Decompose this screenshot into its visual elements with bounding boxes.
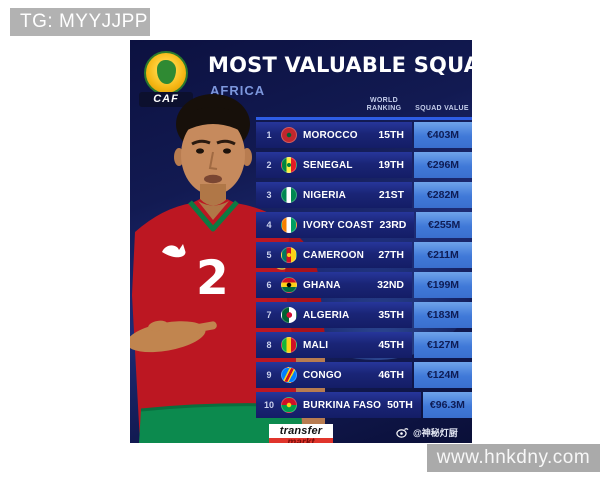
tg-watermark: TG: MYYJJPP — [10, 8, 150, 36]
rank-label: 4 — [266, 220, 272, 230]
squad-value-cell: €282M — [414, 182, 472, 208]
country-label: CONGO — [303, 369, 342, 381]
transfermarkt-logo-text: transfer — [269, 424, 333, 438]
flag-mali-icon — [281, 337, 297, 353]
site-watermark: www.hnkdny.com — [427, 444, 600, 472]
transfermarkt-logo: transfer markt — [269, 424, 333, 443]
world-ranking-value: 45TH — [378, 339, 404, 351]
col-squad-value: SQUAD VALUE — [415, 105, 469, 113]
world-ranking-value: 19TH — [378, 159, 404, 171]
table-row: 1 MOROCCO 15TH €403M — [256, 122, 472, 148]
table-row: 4 IVORY COAST 23RD €255M — [256, 212, 472, 238]
world-ranking-value: 15TH — [378, 129, 404, 141]
jersey-number: 2 — [196, 251, 229, 306]
squad-value-cell: €199M — [414, 272, 472, 298]
squad-value-cell: €183M — [414, 302, 472, 328]
world-ranking-value: 21ST — [378, 189, 404, 201]
country-label: ALGERIA — [303, 309, 350, 321]
rank-label: 5 — [266, 250, 272, 260]
table-row: 3 NIGERIA 21ST €282M — [256, 182, 472, 208]
table-row: 8 MALI 45TH €127M — [256, 332, 472, 358]
flag-congo-icon — [281, 367, 297, 383]
world-ranking-value: 46TH — [378, 369, 404, 381]
weibo-icon — [396, 428, 409, 438]
flag-nigeria-icon — [281, 187, 297, 203]
header-divider — [256, 117, 472, 120]
rank-label: 2 — [266, 160, 272, 170]
squad-value-cell: €124M — [414, 362, 472, 388]
col-world-ranking: WORLD RANKING — [366, 96, 402, 113]
infographic-image: 2 CAF MOST VALUABLE SQUADS AFRICA WORLD … — [130, 40, 472, 443]
table-row: 2 SENEGAL 19TH €296M — [256, 152, 472, 178]
flag-ghana-icon — [281, 277, 297, 293]
world-ranking-value: 27TH — [378, 249, 404, 261]
squad-value-table: WORLD RANKING SQUAD VALUE 1 MOROCCO 15TH… — [256, 94, 472, 422]
flag-senegal-icon — [281, 157, 297, 173]
table-row: 6 GHANA 32ND €199M — [256, 272, 472, 298]
flag-cameroon-icon — [281, 247, 297, 263]
squad-value-cell: €96.3M — [422, 392, 472, 418]
table-row: 10 BURKINA FASO 50TH €96.3M — [256, 392, 472, 418]
rank-label: 8 — [266, 340, 272, 350]
rank-label: 9 — [266, 370, 272, 380]
flag-algeria-icon — [281, 307, 297, 323]
world-ranking-value: 23RD — [379, 219, 407, 231]
country-label: BURKINA FASO — [303, 399, 382, 411]
page-subtitle: AFRICA — [210, 83, 266, 98]
world-ranking-value: 32ND — [377, 279, 404, 291]
country-label: GHANA — [303, 279, 341, 291]
table-header: WORLD RANKING SQUAD VALUE — [256, 94, 472, 114]
rank-label: 10 — [263, 400, 274, 410]
flag-burkina-faso-icon — [281, 397, 297, 413]
squad-value-cell: €211M — [414, 242, 472, 268]
squad-value-cell: €296M — [414, 152, 472, 178]
country-label: NIGERIA — [303, 189, 347, 201]
page-title: MOST VALUABLE SQUADS — [208, 53, 472, 77]
flag-morocco-icon — [281, 127, 297, 143]
weibo-credit: @神秘灯厨 — [396, 426, 458, 439]
table-row: 9 CONGO 46TH €124M — [256, 362, 472, 388]
caf-logo-icon — [144, 51, 188, 95]
rank-label: 7 — [266, 310, 272, 320]
flag-ivory-coast-icon — [281, 217, 297, 233]
caf-logo-text: CAF — [139, 92, 193, 107]
country-label: SENEGAL — [303, 159, 353, 171]
country-label: CAMEROON — [303, 249, 365, 261]
table-row: 7 ALGERIA 35TH €183M — [256, 302, 472, 328]
rank-label: 6 — [266, 280, 272, 290]
squad-value-cell: €127M — [414, 332, 472, 358]
country-label: MALI — [303, 339, 329, 351]
transfermarkt-logo-text2: markt — [269, 438, 333, 443]
rank-label: 1 — [266, 130, 272, 140]
rank-label: 3 — [266, 190, 272, 200]
world-ranking-value: 50TH — [387, 399, 413, 411]
world-ranking-value: 35TH — [378, 309, 404, 321]
country-label: IVORY COAST — [303, 219, 374, 231]
squad-value-cell: €403M — [414, 122, 472, 148]
country-label: MOROCCO — [303, 129, 358, 141]
squad-value-cell: €255M — [416, 212, 472, 238]
weibo-handle: @神秘灯厨 — [413, 428, 458, 438]
table-row: 5 CAMEROON 27TH €211M — [256, 242, 472, 268]
